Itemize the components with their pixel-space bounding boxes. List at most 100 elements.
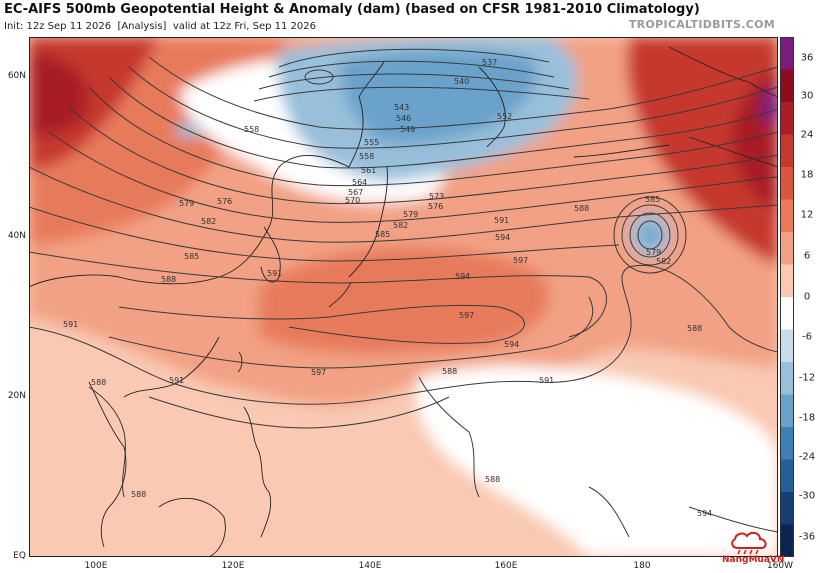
contour-label: 588 (91, 378, 106, 387)
contour-label: 585 (645, 195, 660, 204)
height-contours (29, 48, 778, 538)
colorbar-label: -18 (798, 412, 816, 424)
colorbar-label: 30 (800, 90, 814, 102)
contour-label: 594 (455, 272, 470, 281)
valid-time: valid at 12z Fri, Sep 11 2026 (172, 21, 316, 32)
contour-label: 588 (161, 275, 176, 284)
contour-label: 579 (646, 248, 661, 257)
contour-label: 591 (267, 269, 282, 278)
korea (260, 226, 281, 283)
colorbar-swatch (780, 329, 794, 363)
contour-label: 588 (485, 475, 500, 484)
contour-label: 567 (348, 188, 363, 197)
contour-label: 588 (442, 367, 457, 376)
contour-label: 549 (400, 125, 415, 134)
asia-coast (29, 61, 385, 288)
contour-label: 552 (497, 112, 512, 121)
kamchatka (478, 66, 506, 148)
contour-label: 591 (63, 320, 78, 329)
contour-label: 579 (403, 210, 418, 219)
lon-label-100e: 100E (84, 561, 108, 571)
cloud-rain-logo-icon (731, 531, 767, 555)
map-subtitle: Init: 12z Sep 11 2026 [Analysis] valid a… (4, 21, 316, 32)
colorbar-label: 0 (803, 291, 811, 303)
contour-label: 597 (513, 256, 528, 265)
borneo (158, 497, 226, 557)
contour-label: 555 (364, 138, 379, 147)
init-time: Init: 12z Sep 11 2026 (4, 21, 112, 32)
contour-label: 573 (429, 192, 444, 201)
colorbar-swatch (780, 427, 794, 460)
colorbar-swatch (780, 362, 794, 395)
aleutians (573, 144, 670, 158)
contour-label: 564 (352, 178, 367, 187)
colorbar-swatch (780, 134, 794, 168)
anomaly-cutoff-core (641, 224, 659, 246)
colorbar-swatch (780, 37, 794, 70)
contour-label: 588 (131, 490, 146, 499)
colorbar-swatch (780, 167, 794, 200)
map-title: EC-AIFS 500mb Geopotential Height & Anom… (4, 2, 700, 17)
coastlines (29, 46, 778, 557)
anomaly-neutral-ocean (416, 366, 778, 557)
colorbar-swatch (780, 297, 794, 330)
colorbar-label: -36 (798, 531, 816, 543)
analysis-tag: [Analysis] (117, 21, 167, 32)
contour-label: 540 (454, 77, 469, 86)
contour-label: 558 (244, 125, 259, 134)
philippines (243, 406, 272, 538)
lon-label-140e: 140E (358, 561, 382, 571)
contour-label: 597 (311, 368, 326, 377)
colorbar-label: -30 (798, 490, 816, 502)
anomaly-strong-east (627, 37, 778, 267)
colorbar-swatch (780, 394, 794, 428)
lat-label-40n: 40N (7, 231, 26, 241)
colorbar-label: 36 (800, 52, 814, 64)
contour-label: 576 (428, 202, 443, 211)
colorbar-swatch (780, 102, 794, 135)
logo-text: NangMuaVN (722, 555, 785, 565)
colorbar (780, 37, 794, 557)
anomaly-high-subtropical (259, 246, 550, 354)
contour-label: 591 (494, 216, 509, 225)
lat-label-20n: 20N (7, 391, 26, 401)
china-south-coast (123, 336, 220, 398)
colorbar-swatch (780, 69, 794, 103)
contour-label: 594 (495, 233, 510, 242)
colorbar-label: -24 (798, 451, 816, 463)
source-credit: TROPICALTIDBITS.COM (628, 18, 775, 31)
contour-label: 576 (217, 197, 232, 206)
anomaly-small-blue (175, 123, 203, 137)
colorbar-label: 24 (800, 129, 814, 141)
lon-label-160e: 160E (494, 561, 518, 571)
contour-label: 582 (201, 217, 216, 226)
contour-label: 579 (179, 199, 194, 208)
lat-label-60n: 60N (7, 71, 26, 81)
anomaly-alaska-purple (761, 89, 778, 125)
colorbar-swatch (780, 459, 794, 493)
contour-label: 588 (687, 324, 702, 333)
anomaly-extreme-west (29, 52, 88, 137)
lon-label-120e: 120E (221, 561, 245, 571)
contour-label: 585 (184, 252, 199, 261)
colorbar-swatch (780, 492, 794, 525)
alaska-coast (668, 46, 778, 168)
contour-label: 594 (504, 340, 519, 349)
contour-label: 570 (345, 196, 360, 205)
contour-label: 591 (169, 376, 184, 385)
contour-label: 594 (697, 509, 712, 518)
colorbar-label: 6 (803, 250, 811, 262)
colorbar-label: 18 (800, 169, 814, 181)
contour-label: 588 (574, 204, 589, 213)
contour-label: 543 (394, 103, 409, 112)
anomaly-trough-core (339, 50, 537, 144)
contour-label: 558 (359, 152, 374, 161)
contour-label: 582 (393, 221, 408, 230)
contour-label: 597 (459, 311, 474, 320)
lon-label-180: 180 (633, 561, 651, 571)
colorbar-swatch (780, 264, 794, 298)
colorbar-label: -6 (802, 331, 812, 343)
lon-label-160w: 160W (766, 561, 794, 571)
contour-label: 561 (361, 166, 376, 175)
